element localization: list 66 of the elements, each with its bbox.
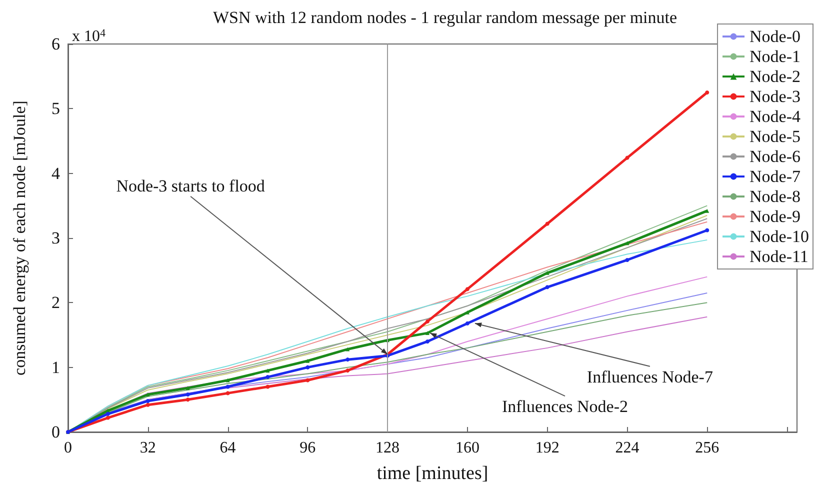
point <box>186 386 190 390</box>
legend-label: Node-11 <box>750 247 808 266</box>
point <box>705 228 710 232</box>
point <box>625 258 630 262</box>
point <box>705 90 710 94</box>
y-tick-label: 4 <box>52 164 60 183</box>
chart-title: WSN with 12 random nodes - 1 regular random message per minute <box>212 8 678 27</box>
x-tick-label: 192 <box>535 440 560 456</box>
x-tick-label: 160 <box>455 440 480 456</box>
y-tick-label: 1 <box>52 358 60 377</box>
point <box>625 241 630 246</box>
point <box>465 321 470 326</box>
point <box>146 392 150 396</box>
point <box>266 384 270 389</box>
legend-label: Node-0 <box>750 27 800 46</box>
x-tick-label: 224 <box>615 440 640 456</box>
x-tick-label: 128 <box>376 440 400 456</box>
y-axis-title: consumed energy of each node [mJoule] <box>10 100 29 376</box>
point <box>226 378 230 382</box>
point <box>306 365 310 370</box>
annotation: Influences Node-7 <box>586 367 714 386</box>
annotation: Influences Node-2 <box>502 397 628 416</box>
x-axis-title: time [minutes] <box>376 463 488 484</box>
y-tick-label: 3 <box>52 228 60 248</box>
legend-label: Node-8 <box>750 187 800 206</box>
point <box>226 391 230 396</box>
point <box>426 339 430 344</box>
point <box>106 416 110 420</box>
legend-label: Node-9 <box>750 207 800 226</box>
legend-label: Node-6 <box>750 147 800 166</box>
point <box>346 358 350 362</box>
point <box>146 398 150 403</box>
legend-label: Node-10 <box>750 227 809 246</box>
x-tick-label: 0 <box>64 440 72 456</box>
x-tick-label: 64 <box>220 440 236 456</box>
legend-label: Node-4 <box>750 107 801 126</box>
point <box>266 368 270 373</box>
point <box>545 222 550 226</box>
legend-label: Node-2 <box>750 67 800 86</box>
x-tick-label: 256 <box>695 440 720 456</box>
x-tick-label: 96 <box>300 440 316 456</box>
y-tick-label: 5 <box>52 99 60 118</box>
y-tick-label: 0 <box>52 422 60 442</box>
point <box>306 378 310 382</box>
point <box>465 287 470 292</box>
point <box>106 412 110 416</box>
point <box>266 375 270 380</box>
annotation: Node-3 starts to flood <box>116 176 266 196</box>
point <box>625 156 630 160</box>
y-tick-label: 6 <box>52 34 60 54</box>
point <box>346 368 350 373</box>
legend-label: Node-7 <box>750 167 801 186</box>
legend-label: Node-5 <box>750 127 800 146</box>
x-tick-label: 32 <box>140 440 156 456</box>
point <box>545 285 550 290</box>
point <box>426 319 430 324</box>
point <box>186 392 190 396</box>
point <box>146 402 150 407</box>
point <box>226 384 230 389</box>
point <box>186 398 190 402</box>
legend-label: Node-1 <box>750 47 800 66</box>
point <box>426 331 430 336</box>
y-tick-label: 2 <box>52 293 60 312</box>
point <box>705 208 710 213</box>
point <box>306 358 310 363</box>
legend-label: Node-3 <box>750 87 800 106</box>
